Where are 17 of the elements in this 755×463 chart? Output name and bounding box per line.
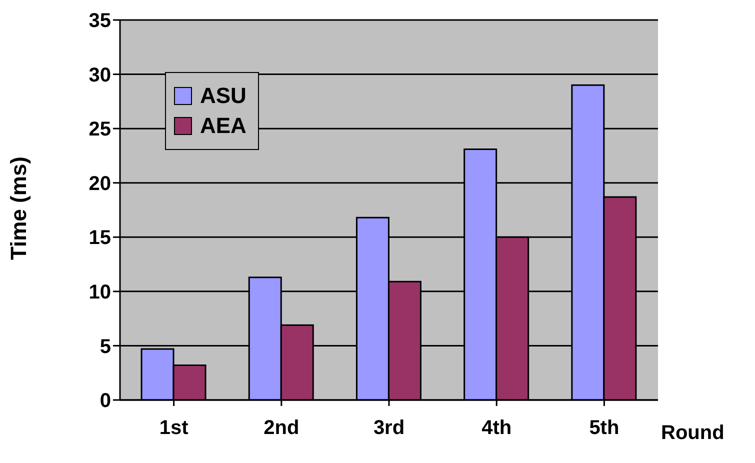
x-tick-label: 2nd	[264, 417, 300, 440]
y-tick-label: 10	[88, 282, 111, 304]
x-tick-label: 1st	[159, 417, 189, 440]
y-tick-label: 30	[88, 64, 111, 86]
y-tick-label: 20	[88, 172, 111, 195]
y-tick-label: 5	[100, 336, 111, 358]
x-tick-label: 3rd	[373, 417, 405, 440]
y-tick-label: 15	[88, 227, 111, 250]
y-axis-title: Time (ms)	[6, 156, 31, 260]
x-tick-label: 5th	[589, 417, 620, 440]
legend-label: AEA	[200, 113, 246, 139]
y-tick-label: 25	[88, 118, 111, 141]
y-tick-label: 35	[88, 10, 111, 32]
x-tick-label: 4th	[482, 417, 512, 440]
x-axis-title: Round	[661, 422, 724, 445]
y-tick-label: 0	[100, 390, 111, 412]
legend-label: ASU	[200, 83, 246, 109]
